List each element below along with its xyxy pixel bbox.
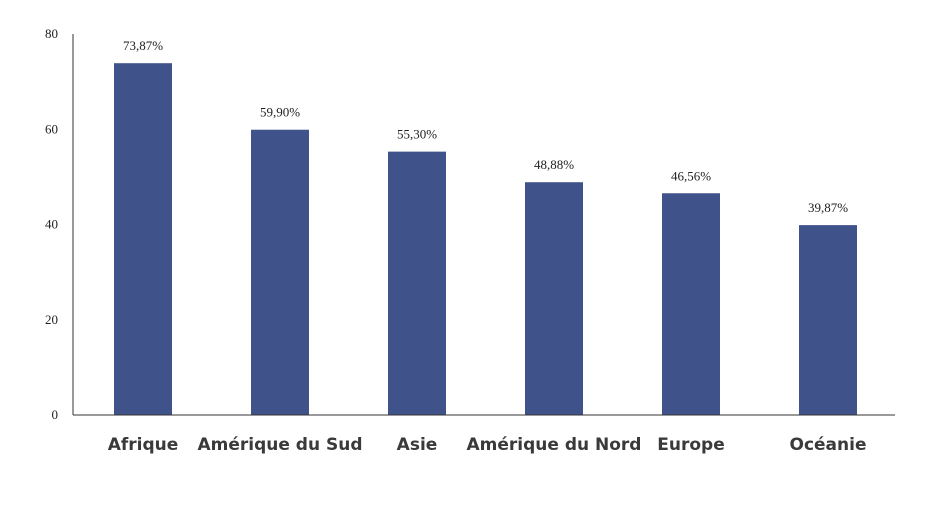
data-label: 59,90% — [260, 105, 300, 120]
y-tick-label: 60 — [45, 121, 58, 136]
bar-3 — [525, 182, 583, 415]
bar-5 — [799, 225, 857, 415]
data-label: 73,87% — [123, 38, 163, 53]
category-labels: Afrique Amérique du Sud Asie Amérique du No… — [108, 435, 867, 455]
bar-2 — [388, 151, 446, 416]
bar-1 — [251, 129, 309, 415]
data-label: 39,87% — [808, 200, 848, 215]
data-labels: 73,87% 59,90% 55,30% 48,88% 46,56% 39,87% — [123, 38, 848, 215]
y-axis-ticks: 0 20 40 60 80 — [45, 26, 58, 422]
x-category-label: Asie — [397, 435, 438, 455]
y-tick-label: 40 — [45, 217, 58, 232]
x-category-label: Amérique du Nord — [467, 435, 642, 455]
y-tick-label: 20 — [45, 312, 58, 327]
data-label: 48,88% — [534, 157, 574, 172]
data-label: 46,56% — [671, 168, 711, 183]
y-tick-label: 80 — [45, 26, 58, 41]
data-label: 55,30% — [397, 127, 437, 142]
bar-4 — [662, 193, 720, 415]
x-category-label: Amérique du Sud — [197, 435, 362, 455]
x-category-label: Océanie — [790, 435, 867, 455]
x-category-label: Afrique — [108, 435, 179, 455]
x-category-label: Europe — [657, 435, 724, 455]
bars — [114, 63, 857, 416]
bar-0 — [114, 63, 172, 416]
y-tick-label: 0 — [52, 407, 59, 422]
